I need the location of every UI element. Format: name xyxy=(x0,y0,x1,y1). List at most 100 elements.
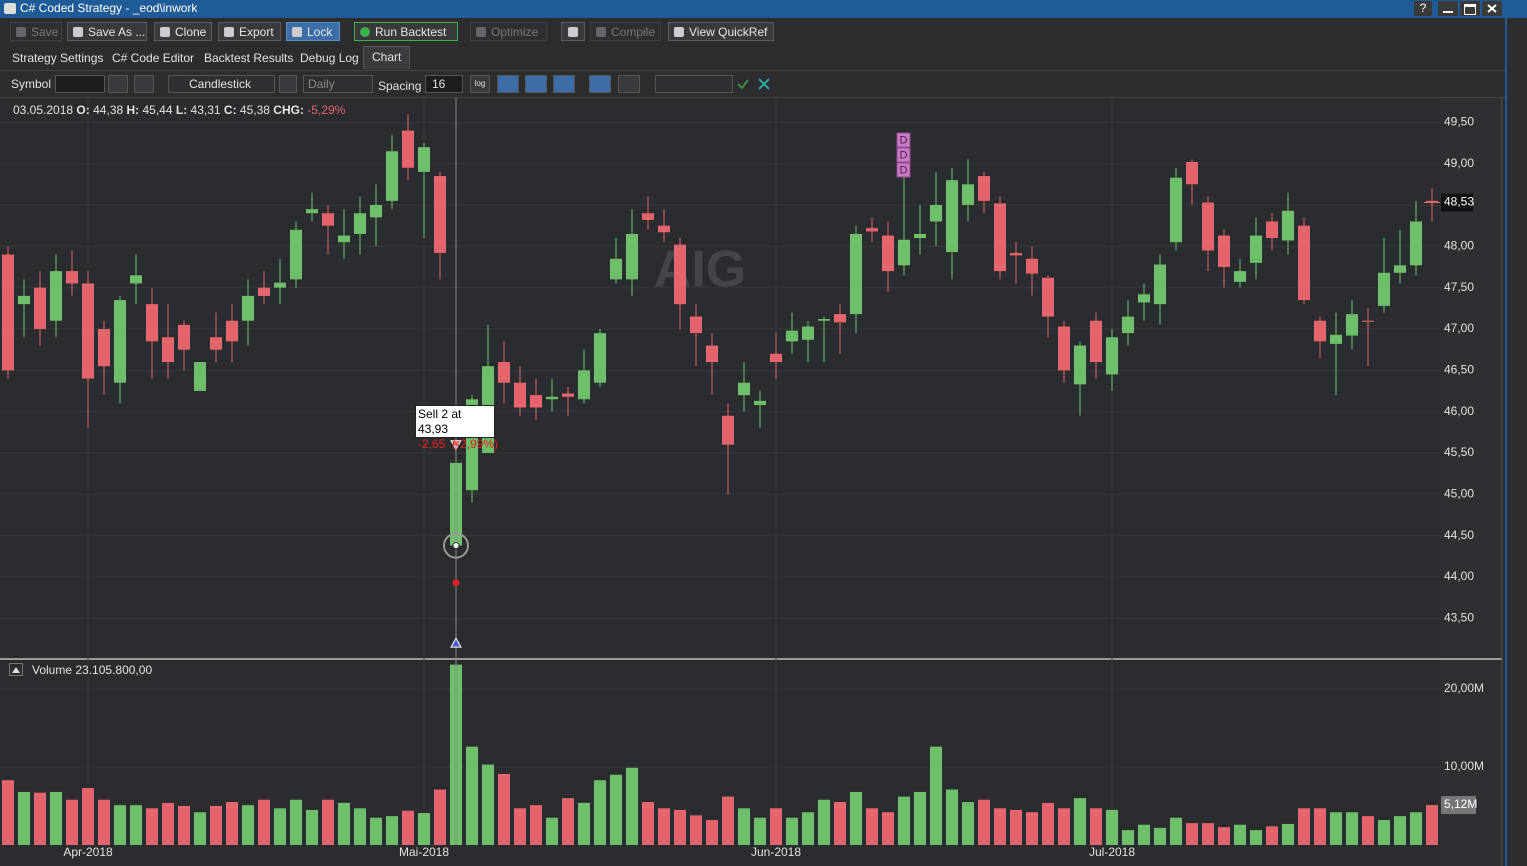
volume-bar xyxy=(1138,824,1150,845)
tab[interactable]: C# Code Editor xyxy=(112,51,195,65)
volume-bar xyxy=(210,805,222,845)
settings-button[interactable] xyxy=(279,75,297,93)
candle-body xyxy=(1362,320,1374,322)
y2-tick-label: 10,00M xyxy=(1444,759,1484,773)
last-price-badge xyxy=(1441,193,1473,212)
export-button[interactable]: Export xyxy=(218,22,281,41)
lock-button[interactable]: Lock xyxy=(286,22,340,41)
candle-body xyxy=(50,271,62,321)
symbol-label: Symbol xyxy=(11,77,52,91)
tab[interactable]: Strategy Settings xyxy=(12,51,104,65)
volume-bar xyxy=(498,773,510,845)
button-label: Clone xyxy=(175,25,207,39)
app-icon xyxy=(4,3,16,14)
volume-bar xyxy=(1122,830,1134,845)
candle-body xyxy=(1170,177,1182,243)
candle-body xyxy=(418,147,430,172)
run-backtest-button[interactable]: Run Backtest xyxy=(354,22,458,41)
volume-readout: 23.105.800,00 xyxy=(75,663,153,677)
volume-bar xyxy=(930,746,942,845)
volume-bar xyxy=(18,791,30,845)
volume-bar xyxy=(66,799,78,845)
volume-bar xyxy=(418,812,430,845)
candle-body xyxy=(66,271,78,284)
volume-bar xyxy=(514,808,526,845)
trade-label: Sell 2 at 43,93 xyxy=(418,407,462,436)
compile-button[interactable]: Compile xyxy=(590,22,661,41)
maximize-button[interactable] xyxy=(1460,1,1480,16)
volume-bar xyxy=(306,809,318,845)
event-label: D xyxy=(900,149,908,161)
tab[interactable]: Debug Log xyxy=(300,51,359,65)
candle-body xyxy=(1202,202,1214,251)
volume-bar xyxy=(994,808,1006,845)
candle-body xyxy=(962,184,974,205)
candle-body xyxy=(562,393,574,397)
candle-body xyxy=(946,180,958,253)
volume-bar xyxy=(850,791,862,845)
candle-body xyxy=(706,345,718,363)
cursor-button[interactable] xyxy=(589,75,611,93)
x-tick-label: Mai-2018 xyxy=(399,845,449,859)
candle-body xyxy=(274,282,286,288)
y-tick-label: 43,50 xyxy=(1444,610,1474,624)
y-tick-label: 49,50 xyxy=(1444,114,1474,128)
tab-active[interactable]: Chart xyxy=(363,46,411,69)
candle-body xyxy=(242,295,254,321)
candle-body xyxy=(1074,345,1086,385)
candle-body xyxy=(498,362,510,383)
y2-tick-label: 20,00M xyxy=(1444,681,1484,695)
volume-bar xyxy=(370,817,382,845)
volume-bar xyxy=(594,780,606,845)
pane-button[interactable] xyxy=(525,75,547,93)
tab[interactable]: Backtest Results xyxy=(204,51,294,65)
save-button[interactable]: Save xyxy=(10,22,62,41)
volume-bar xyxy=(386,816,398,845)
close-button[interactable] xyxy=(1482,1,1502,16)
minimize-button[interactable] xyxy=(1438,1,1458,16)
stream-button[interactable] xyxy=(108,75,128,93)
optimize-button[interactable]: Optimize xyxy=(470,22,547,41)
y-tick-label: 45,50 xyxy=(1444,445,1474,459)
save-as-button[interactable]: Save As ... xyxy=(67,22,147,41)
candle-body xyxy=(306,209,318,214)
candle-body xyxy=(434,176,446,253)
scale-dropdown[interactable]: Daily xyxy=(303,75,373,93)
hover-ring xyxy=(443,532,469,559)
link-button[interactable] xyxy=(134,75,154,93)
cancel-button[interactable] xyxy=(758,78,770,90)
log-button[interactable]: log xyxy=(470,75,490,93)
spacing-input[interactable]: 16 xyxy=(425,75,463,93)
candle-body xyxy=(514,382,526,408)
volume-bar xyxy=(946,789,958,845)
symbol-input[interactable] xyxy=(55,75,105,93)
accept-button[interactable] xyxy=(737,78,749,90)
crosshair-button[interactable] xyxy=(618,75,640,93)
volume-bar xyxy=(50,791,62,845)
volume-bar xyxy=(898,796,910,845)
quickref-button[interactable]: View QuickRef xyxy=(668,22,774,41)
chart-style-dropdown[interactable]: Candlestick xyxy=(168,75,275,93)
candle-body xyxy=(994,203,1006,272)
y-tick-label: 45,00 xyxy=(1444,486,1474,500)
volume-bar xyxy=(706,820,718,845)
volume-bar xyxy=(1330,812,1342,845)
pane-button[interactable] xyxy=(553,75,575,93)
drawing-dropdown[interactable] xyxy=(655,75,733,93)
volume-bar xyxy=(1026,812,1038,845)
readout-key: C: xyxy=(223,103,237,117)
help-button[interactable]: ? xyxy=(1414,1,1432,16)
hover-point xyxy=(452,542,460,550)
link-button[interactable] xyxy=(561,22,585,41)
price-axis-area xyxy=(1440,98,1502,866)
volume-bar xyxy=(1410,812,1422,845)
collapse-pane-button[interactable] xyxy=(9,663,23,676)
pane-button[interactable] xyxy=(497,75,519,93)
collapse-icon xyxy=(12,667,20,673)
volume-bar xyxy=(258,799,270,845)
candle-body xyxy=(18,295,30,305)
candle-body xyxy=(786,330,798,342)
button-label: Run Backtest xyxy=(375,25,447,39)
clone-button[interactable]: Clone xyxy=(154,22,212,41)
